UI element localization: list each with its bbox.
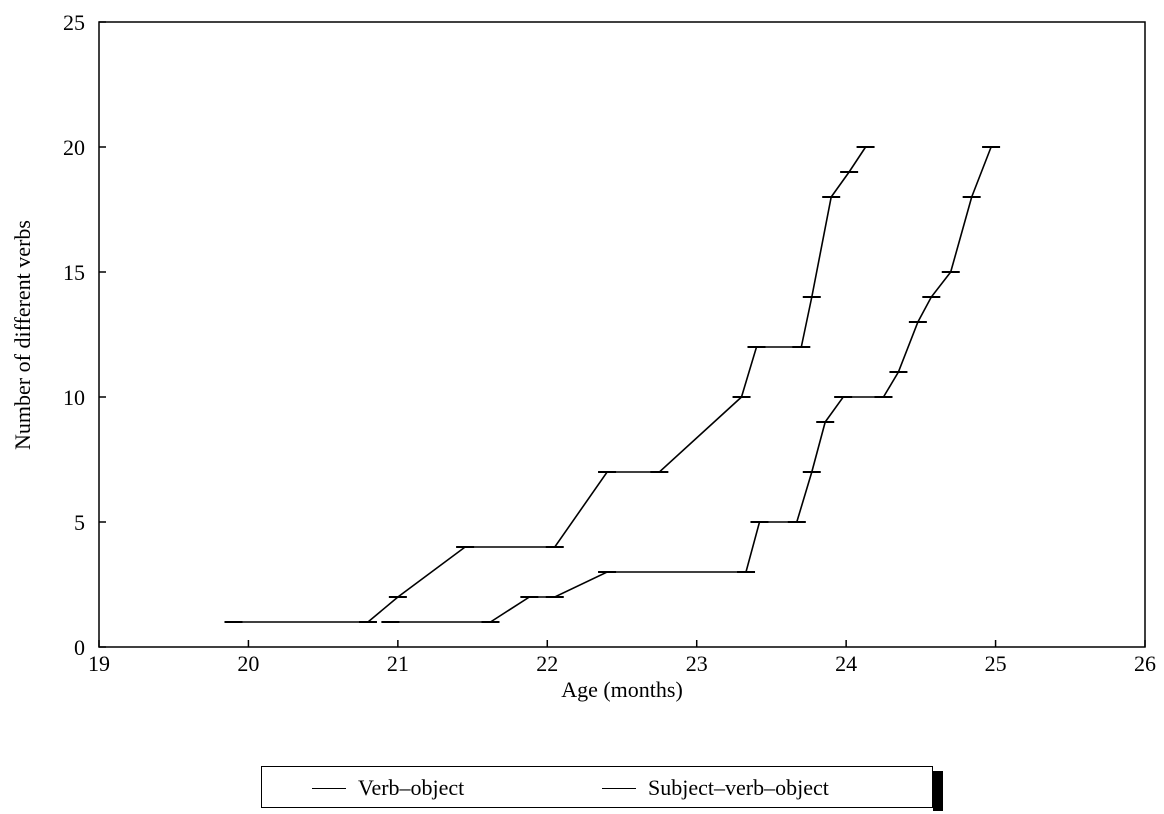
y-tick-label: 20: [63, 135, 85, 160]
series-line-subject-verb-object: [390, 146, 992, 623]
legend-label-verb-object: Verb–object: [358, 775, 465, 800]
y-tick-label: 25: [63, 10, 85, 35]
x-tick-label: 24: [835, 651, 857, 676]
x-tick-label: 21: [387, 651, 409, 676]
legend-line-verb-object: [312, 787, 346, 789]
x-tick-label: 23: [686, 651, 708, 676]
x-tick-label: 22: [536, 651, 558, 676]
x-axis-label: Age (months): [561, 677, 683, 702]
series-layer: [224, 146, 1001, 623]
legend-label-subject-verb-object: Subject–verb–object: [648, 775, 829, 800]
x-tick-label: 26: [1134, 651, 1156, 676]
legend-entry-verb-object: Verb–object: [312, 767, 464, 809]
y-tick-label: 0: [74, 635, 85, 660]
y-tick-label: 15: [63, 260, 85, 285]
y-axis: 0 5 10 15 20 25: [63, 10, 106, 660]
series-line-verb-object: [233, 146, 867, 623]
y-tick-label: 10: [63, 385, 85, 410]
y-tick-label: 5: [74, 510, 85, 535]
legend-entry-subject-verb-object: Subject–verb–object: [602, 767, 829, 809]
x-tick-label: 19: [88, 651, 110, 676]
legend: Verb–object Subject–verb–object: [261, 766, 933, 808]
x-tick-label: 20: [237, 651, 259, 676]
legend-line-subject-verb-object: [602, 787, 636, 789]
x-tick-label: 25: [985, 651, 1007, 676]
x-axis: 19 20 21 22 23 24 25 26: [88, 640, 1156, 676]
chart: 19 20 21 22 23 24 25 26 0 5 10 15 20 25 Age (months)…: [10, 10, 1156, 702]
y-axis-label: Number of different verbs: [10, 220, 35, 450]
legend-shadow: [933, 771, 943, 811]
plot-area: [98, 21, 1146, 648]
